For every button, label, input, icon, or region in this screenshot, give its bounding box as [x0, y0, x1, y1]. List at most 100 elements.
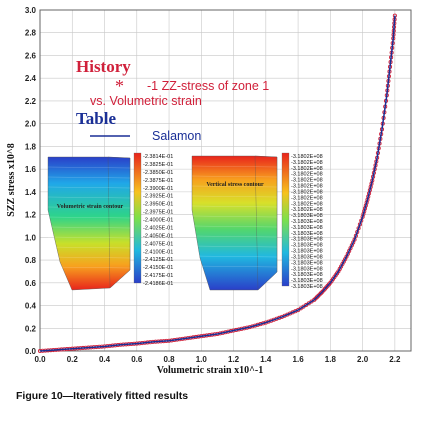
- stress-colorbar-label: -3.1803E+08: [291, 213, 323, 219]
- stress-colorbar-labels: -3.1802E+08-3.1802E+08-3.1802E+08-3.1802…: [291, 154, 323, 290]
- legend-series1-line2: vs. Volumetric strain: [90, 94, 202, 108]
- y-tick-label: 1.0: [25, 233, 37, 242]
- volumetric-colorbar-label: -2.4150E-01: [143, 265, 173, 271]
- y-tick-label: 1.2: [25, 211, 37, 220]
- y-tick-label: 2.2: [25, 97, 37, 106]
- x-tick-label: 0.0: [34, 355, 46, 364]
- y-tick-label: 0.8: [25, 256, 37, 265]
- stress-band: [191, 175, 278, 178]
- stress-colorbar-label: -3.1803E+08: [291, 225, 323, 231]
- stress-band: [191, 185, 278, 188]
- legend-series1-line1: -1 ZZ-stress of zone 1: [147, 79, 269, 93]
- x-tick-label: 2.0: [357, 355, 369, 364]
- y-tick-label: 2.4: [25, 74, 37, 83]
- x-tick-label: 1.2: [228, 355, 240, 364]
- x-tick-label: 0.2: [67, 355, 79, 364]
- volumetric-colorbar: [133, 152, 142, 284]
- stress-band: [191, 245, 278, 248]
- stress-colorbar-label: -3.1803E+08: [291, 284, 323, 290]
- volumetric-colorbar-label: -2.3850E-01: [143, 170, 173, 176]
- x-axis-title: Volumetric strain x10^-1: [157, 365, 264, 376]
- legend: History * -1 ZZ-stress of zone 1 vs. Vol…: [76, 57, 269, 143]
- y-tick-label: 0.0: [25, 347, 37, 356]
- stress-colorbar-label: -3.1803E+08: [291, 278, 323, 284]
- volumetric-colorbar-label: -2.4186E-01: [143, 281, 173, 287]
- y-tick-label: 2.8: [25, 29, 37, 38]
- volumetric-colorbar-label: -2.3950E-01: [143, 202, 173, 208]
- x-tick-label: 1.0: [196, 355, 208, 364]
- volumetric-band: [47, 236, 131, 239]
- volumetric-band: [47, 206, 131, 209]
- stress-colorbar-label: -3.1803E+08: [291, 249, 323, 255]
- volumetric-band: [47, 216, 131, 219]
- stress-band: [191, 265, 278, 268]
- stress-colorbar-label: -3.1803E+08: [291, 260, 323, 266]
- volumetric-band: [47, 266, 131, 269]
- stress-colorbar-label: -3.1802E+08: [291, 166, 323, 172]
- volumetric-colorbar-label: -2.4175E-01: [143, 273, 173, 279]
- stress-band: [191, 255, 278, 258]
- volumetric-colorbar-label: -2.3825E-01: [143, 162, 173, 168]
- legend-star-marker: *: [115, 76, 124, 96]
- stress-band: [191, 195, 278, 198]
- y-tick-label: 3.0: [25, 6, 37, 15]
- stress-band-lines: [191, 165, 278, 268]
- stress-colorbar-label: -3.1802E+08: [291, 178, 323, 184]
- stress-colorbar-label: -3.1803E+08: [291, 272, 323, 278]
- legend-history-heading: History: [76, 57, 131, 76]
- volumetric-colorbar-labels: -2.3814E-01 -2.3825E-01 -2.3850E-01 -2.3875…: [143, 154, 173, 287]
- volumetric-band: [47, 166, 131, 169]
- stress-colorbar-label: -3.1803E+08: [291, 243, 323, 249]
- y-tick-label: 2.6: [25, 51, 37, 60]
- x-tick-label: 0.8: [163, 355, 175, 364]
- stress-block-side: [254, 155, 278, 291]
- volumetric-colorbar-label: -2.4050E-01: [143, 233, 173, 239]
- y-tick-label: 0.6: [25, 279, 37, 288]
- stress-colorbar: [281, 152, 290, 287]
- volumetric-band: [47, 256, 131, 259]
- x-tick-label: 1.8: [325, 355, 337, 364]
- y-tick-label: 0.2: [25, 324, 37, 333]
- volumetric-colorbar-label: -2.4075E-01: [143, 241, 173, 247]
- volumetric-colorbar-label: -2.3875E-01: [143, 178, 173, 184]
- x-tick-label: 1.4: [260, 355, 272, 364]
- legend-table-heading: Table: [76, 109, 116, 128]
- stress-band: [191, 205, 278, 208]
- y-tick-label: 1.8: [25, 142, 37, 151]
- volumetric-band-lines: [47, 166, 131, 269]
- stress-colorbar-label: -3.1802E+08: [291, 154, 323, 160]
- x-tick-label: 0.6: [131, 355, 143, 364]
- inset-vertical-stress-contour: Vertical stress contour -3.1802E+08-3.18…: [191, 152, 323, 291]
- volumetric-colorbar-label: -2.4025E-01: [143, 225, 173, 231]
- y-tick-label: 1.6: [25, 165, 37, 174]
- inset-volumetric-contour: Volumetric strain contour -2.3814E-01-2.…: [47, 152, 173, 291]
- stress-band: [191, 165, 278, 168]
- volumetric-band: [47, 186, 131, 189]
- volumetric-band: [47, 226, 131, 229]
- stress-colorbar-label: -3.1803E+08: [291, 231, 323, 237]
- stress-colorbar-label: -3.1802E+08: [291, 189, 323, 195]
- stress-band: [191, 225, 278, 228]
- stress-colorbar-label: -3.1802E+08: [291, 195, 323, 201]
- volumetric-colorbar-label: -2.3925E-01: [143, 194, 173, 200]
- volumetric-colorbar-label: -2.4000E-01: [143, 218, 173, 224]
- x-tick-labels: 0.0 0.2 0.4 0.6 0.8 1.0 1.2 1.4 1.6 1.8 2.0 2.2: [34, 355, 401, 364]
- x-tick-label: 0.4: [99, 355, 111, 364]
- stress-colorbar-label: -3.1802E+08: [291, 207, 323, 213]
- volumetric-band: [47, 176, 131, 179]
- volumetric-band: [47, 246, 131, 249]
- figure-caption: Figure 10—Iteratively fitted results: [16, 390, 189, 402]
- volumetric-colorbar-label: -2.3900E-01: [143, 186, 173, 192]
- stress-colorbar-label: -3.1803E+08: [291, 237, 323, 243]
- x-tick-label: 2.2: [389, 355, 401, 364]
- plot-frame: [39, 9, 412, 352]
- volumetric-block-side: [107, 156, 131, 289]
- stress-colorbar-label: -3.1802E+08: [291, 184, 323, 190]
- y-tick-label: 1.4: [25, 188, 37, 197]
- volumetric-band: [47, 196, 131, 199]
- volumetric-colorbar-label: -2.4125E-01: [143, 257, 173, 263]
- stress-colorbar-label: -3.1802E+08: [291, 172, 323, 178]
- volumetric-contour-title: Volumetric strain contour: [57, 204, 124, 210]
- stress-colorbar-label: -3.1803E+08: [291, 219, 323, 225]
